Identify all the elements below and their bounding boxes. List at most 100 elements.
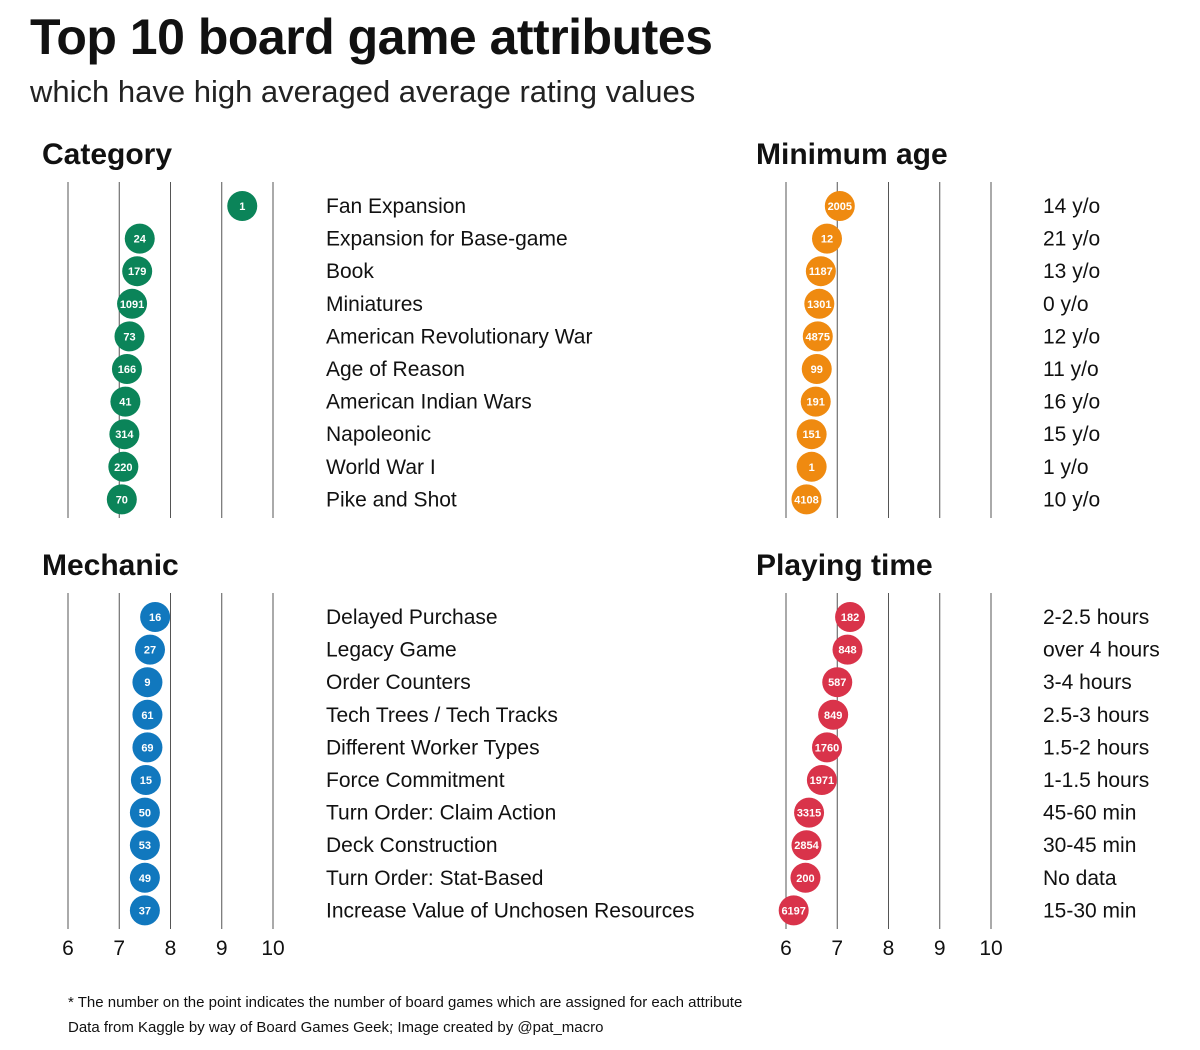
data-point: 24 <box>124 223 155 254</box>
row-label: Pike and Shot <box>326 488 457 511</box>
row-label: Napoleonic <box>326 423 431 446</box>
point-marker <box>109 419 140 450</box>
data-point: 1971 <box>806 765 837 795</box>
point-marker <box>801 354 832 384</box>
plot-playing-time: 182 2-2.5 hours 848 over 4 hours 587 3-4 hour… <box>778 593 1160 960</box>
point-marker <box>106 484 137 515</box>
point-count-label: 53 <box>139 840 151 852</box>
data-point: 69 <box>132 732 163 763</box>
data-point: 27 <box>135 634 165 665</box>
point-count-label: 1091 <box>120 299 144 311</box>
point-marker <box>129 830 160 861</box>
point-marker <box>794 797 825 828</box>
data-point: 179 <box>122 256 153 287</box>
row-label: 1.5-2 hours <box>1043 736 1149 759</box>
point-marker <box>796 451 827 482</box>
row-label: 0 y/o <box>1043 293 1089 316</box>
row-label: 1 y/o <box>1043 456 1089 479</box>
panel-title-playing-time: Playing time <box>756 549 933 582</box>
point-count-label: 6197 <box>781 905 805 917</box>
point-count-label: 4875 <box>806 331 830 343</box>
point-count-label: 587 <box>828 677 846 689</box>
data-point: 1 <box>227 191 258 221</box>
x-tick-label: 9 <box>934 937 946 960</box>
plot-minimum-age: 2005 14 y/o 12 21 y/o 1187 13 y/o 1301 0 y/o 487… <box>785 182 1100 518</box>
data-point: 314 <box>109 419 140 450</box>
row-label: Turn Order: Stat-Based <box>326 867 543 890</box>
data-point: 848 <box>832 634 863 665</box>
row-label: American Revolutionary War <box>326 325 592 348</box>
point-marker <box>812 223 842 254</box>
point-marker <box>129 797 160 828</box>
point-count-label: 151 <box>802 429 820 441</box>
point-count-label: 24 <box>134 234 147 246</box>
row-label: Miniatures <box>326 293 423 316</box>
row-label: 1-1.5 hours <box>1043 769 1149 792</box>
data-point: 2005 <box>824 191 855 221</box>
point-marker <box>796 419 827 450</box>
row-label: Force Commitment <box>326 769 505 792</box>
row-label: 21 y/o <box>1043 228 1100 251</box>
point-marker <box>130 765 161 795</box>
row-label: No data <box>1043 867 1117 890</box>
point-marker <box>822 667 853 698</box>
row-label: over 4 hours <box>1043 639 1160 662</box>
point-count-label: 49 <box>139 873 151 885</box>
data-point: 849 <box>818 699 849 730</box>
point-marker <box>132 699 163 730</box>
chart-title: Top 10 board game attributes <box>30 9 713 65</box>
row-label: Increase Value of Unchosen Resources <box>326 899 694 922</box>
panel-category: Category 1 Fan Expansion 24 Expansion for B… <box>0 130 592 518</box>
point-marker <box>832 634 863 665</box>
row-label: Book <box>326 260 374 283</box>
point-count-label: 849 <box>824 710 842 722</box>
point-marker <box>110 386 141 417</box>
point-marker <box>824 191 855 221</box>
panel-title-minimum-age: Minimum age <box>756 138 948 171</box>
point-marker <box>790 862 821 893</box>
data-point: 61 <box>132 699 163 730</box>
point-marker <box>132 732 163 763</box>
x-tick-label: 9 <box>216 937 228 960</box>
point-marker <box>108 451 139 482</box>
point-marker <box>805 256 836 287</box>
panel-playing-time: Playing time 182 2-2.5 hours 848 over 4 hou… <box>718 541 1200 960</box>
row-label: 3-4 hours <box>1043 671 1132 694</box>
point-count-label: 4108 <box>794 494 818 506</box>
row-label: World War I <box>326 456 436 479</box>
row-label: 2-2.5 hours <box>1043 606 1149 629</box>
x-tick-label: 7 <box>113 937 125 960</box>
point-count-label: 200 <box>796 873 814 885</box>
point-count-label: 73 <box>123 331 135 343</box>
point-marker <box>802 321 833 352</box>
row-label: 45-60 min <box>1043 802 1136 825</box>
data-point: 151 <box>796 419 827 450</box>
point-marker <box>117 288 148 319</box>
point-count-label: 50 <box>139 808 151 820</box>
point-marker <box>122 256 153 287</box>
point-marker <box>114 321 145 352</box>
x-tick-label: 8 <box>883 937 895 960</box>
point-marker <box>800 386 831 417</box>
point-marker <box>778 895 809 926</box>
row-label: Tech Trees / Tech Tracks <box>326 704 558 727</box>
data-point: 1187 <box>805 256 836 287</box>
footnote-line-2: Data from Kaggle by way of Board Games G… <box>68 1019 604 1036</box>
data-point: 37 <box>129 895 160 926</box>
point-marker <box>124 223 155 254</box>
data-point: 9 <box>132 667 163 698</box>
x-tick-label: 6 <box>780 937 792 960</box>
row-label: Expansion for Base-game <box>326 228 568 251</box>
data-point: 1 <box>796 451 827 482</box>
point-marker <box>806 765 837 795</box>
data-point: 12 <box>812 223 842 254</box>
data-point: 15 <box>130 765 161 795</box>
point-count-label: 1 <box>809 462 815 474</box>
panel-title-category: Category <box>42 138 173 171</box>
data-point: 3315 <box>794 797 825 828</box>
point-marker <box>791 830 822 861</box>
point-marker <box>111 354 142 384</box>
data-point: 200 <box>790 862 821 893</box>
point-count-label: 37 <box>139 905 151 917</box>
data-point: 191 <box>800 386 831 417</box>
